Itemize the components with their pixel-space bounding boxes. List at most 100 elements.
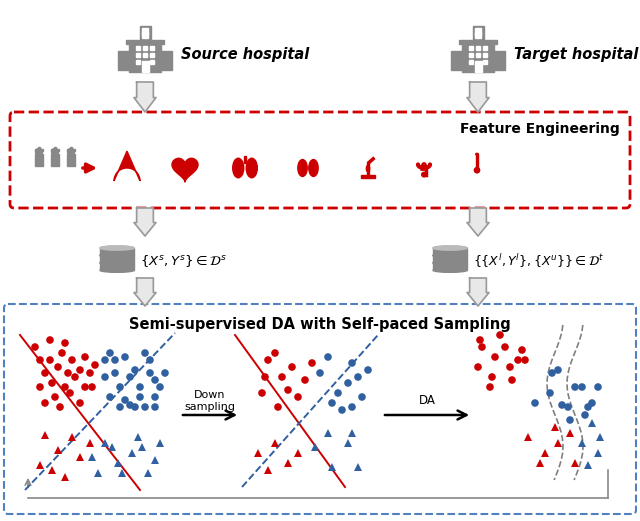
Point [130, 366, 140, 374]
Bar [469, 53, 473, 57]
Bar [35, 149, 43, 151]
Polygon shape [467, 82, 489, 112]
Point [283, 459, 293, 467]
Point [53, 446, 63, 454]
Point [120, 353, 130, 361]
Bar [476, 28, 481, 39]
Point [593, 383, 603, 391]
Point [490, 353, 500, 361]
Point [87, 383, 97, 391]
Bar [150, 59, 154, 64]
Bar [433, 255, 467, 263]
Point [270, 349, 280, 357]
Bar [141, 32, 148, 35]
Point [40, 369, 50, 377]
Point [140, 403, 150, 411]
Bar [100, 255, 134, 263]
Text: Feature Engineering: Feature Engineering [460, 122, 620, 136]
Bar [483, 53, 487, 57]
Bar [126, 40, 164, 44]
Bar [129, 44, 161, 72]
Point [495, 331, 505, 339]
Bar [118, 51, 129, 70]
Point [550, 423, 560, 431]
Point [45, 336, 55, 344]
Bar [70, 147, 72, 151]
Bar [472, 26, 483, 40]
Point [115, 403, 125, 411]
Point [343, 439, 353, 447]
Bar [100, 248, 134, 255]
Bar [141, 61, 148, 72]
Bar [35, 154, 44, 166]
Text: Source hospital: Source hospital [181, 47, 309, 63]
Point [110, 356, 120, 364]
Point [47, 466, 57, 474]
Point [333, 389, 343, 397]
Point [347, 429, 357, 437]
Point [85, 369, 95, 377]
Point [125, 401, 135, 409]
Point [310, 443, 320, 451]
Text: $\{X^s,Y^s\}\in\mathcal{D}^s$: $\{X^s,Y^s\}\in\mathcal{D}^s$ [140, 253, 227, 269]
Ellipse shape [366, 165, 370, 172]
Point [277, 373, 287, 381]
Ellipse shape [51, 148, 58, 155]
Point [587, 419, 597, 427]
Point [270, 439, 280, 447]
Ellipse shape [233, 158, 244, 178]
Bar [474, 61, 481, 72]
Point [137, 443, 147, 451]
Ellipse shape [100, 246, 134, 250]
Point [110, 369, 120, 377]
Point [557, 401, 567, 409]
Point [353, 463, 363, 471]
Point [105, 393, 115, 401]
Point [47, 379, 57, 387]
Point [505, 363, 515, 371]
Bar [451, 51, 461, 70]
Point [595, 433, 605, 441]
Polygon shape [114, 151, 140, 181]
Text: $\{\{X^l,Y^l\},\{X^u\}\}\in\mathcal{D}^t$: $\{\{X^l,Y^l\},\{X^u\}\}\in\mathcal{D}^t… [473, 252, 604, 270]
Point [343, 379, 353, 387]
Point [85, 439, 95, 447]
Point [577, 383, 587, 391]
Ellipse shape [433, 253, 467, 257]
Bar [367, 162, 369, 175]
Point [75, 453, 85, 461]
Bar [494, 51, 505, 70]
Point [70, 373, 80, 381]
Point [263, 356, 273, 364]
Point [363, 366, 373, 374]
Bar [461, 44, 494, 72]
Point [580, 411, 590, 419]
Point [127, 449, 137, 457]
Point [90, 361, 100, 369]
Point [150, 456, 160, 464]
Point [145, 356, 155, 364]
Point [545, 389, 555, 397]
Point [327, 399, 337, 407]
Text: Semi-supervised DA with Self-paced Sampling: Semi-supervised DA with Self-paced Sampl… [129, 317, 511, 332]
Point [347, 403, 357, 411]
Point [293, 449, 303, 457]
Ellipse shape [433, 253, 467, 257]
Bar [136, 59, 140, 64]
Point [45, 356, 55, 364]
Point [75, 366, 85, 374]
Point [520, 356, 530, 364]
Bar [67, 149, 75, 151]
Point [570, 459, 580, 467]
Point [135, 383, 145, 391]
Bar [433, 248, 467, 255]
Point [300, 376, 310, 384]
Point [40, 399, 50, 407]
Point [517, 346, 527, 354]
Point [283, 386, 293, 394]
Bar [150, 53, 154, 57]
Ellipse shape [474, 168, 479, 173]
Point [315, 369, 325, 377]
Point [30, 343, 40, 351]
Point [145, 369, 155, 377]
